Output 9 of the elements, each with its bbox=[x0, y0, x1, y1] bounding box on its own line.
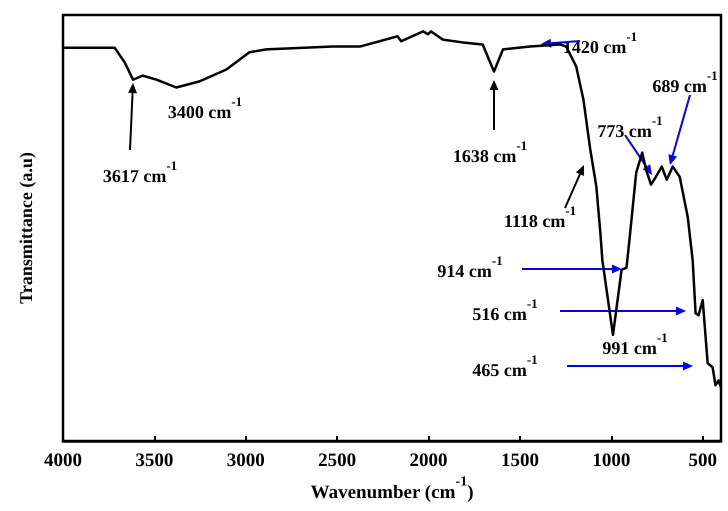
x-tick-label: 4000 bbox=[44, 450, 82, 471]
y-axis-title: Transmittance (a.u) bbox=[16, 152, 36, 304]
x-tick-label: 3000 bbox=[226, 450, 265, 471]
x-tick-label: 1500 bbox=[500, 450, 539, 471]
x-tick-label: 500 bbox=[688, 450, 717, 471]
x-tick-label: 1000 bbox=[592, 450, 630, 471]
x-tick-label: 2000 bbox=[410, 450, 448, 471]
x-tick-label: 2500 bbox=[318, 450, 356, 471]
x-tick-label: 3500 bbox=[135, 450, 174, 471]
